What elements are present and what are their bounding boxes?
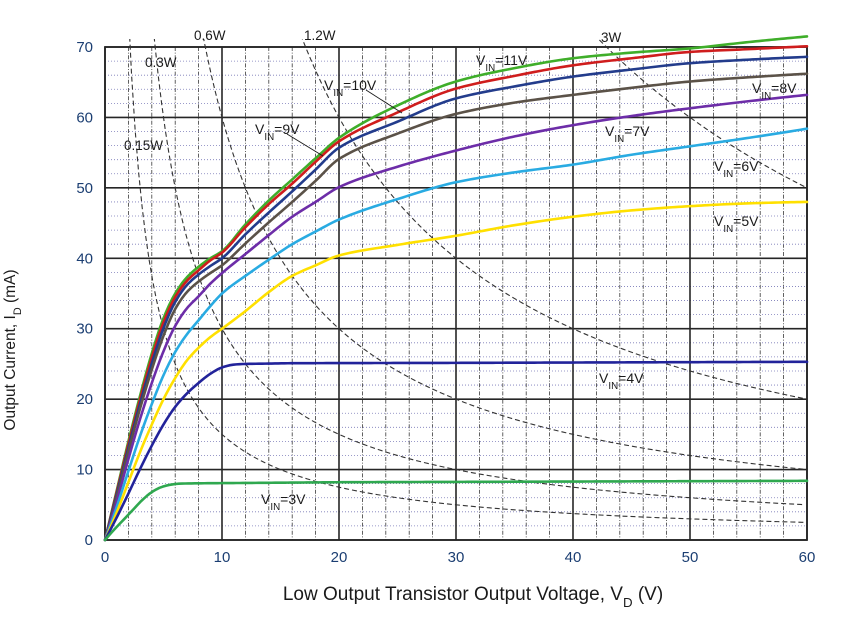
- svg-text:10: 10: [76, 462, 93, 479]
- svg-text:20: 20: [76, 391, 93, 408]
- svg-text:20: 20: [331, 549, 348, 566]
- svg-text:0: 0: [85, 532, 93, 549]
- svg-text:40: 40: [565, 549, 582, 566]
- svg-text:60: 60: [76, 109, 93, 126]
- svg-text:40: 40: [76, 250, 93, 267]
- svg-text:10: 10: [214, 549, 231, 566]
- svg-text:30: 30: [76, 321, 93, 338]
- svg-text:0: 0: [101, 549, 109, 566]
- svg-text:70: 70: [76, 39, 93, 56]
- svg-text:30: 30: [448, 549, 465, 566]
- svg-text:50: 50: [76, 180, 93, 197]
- svg-text:60: 60: [799, 549, 816, 566]
- svg-text:50: 50: [682, 549, 699, 566]
